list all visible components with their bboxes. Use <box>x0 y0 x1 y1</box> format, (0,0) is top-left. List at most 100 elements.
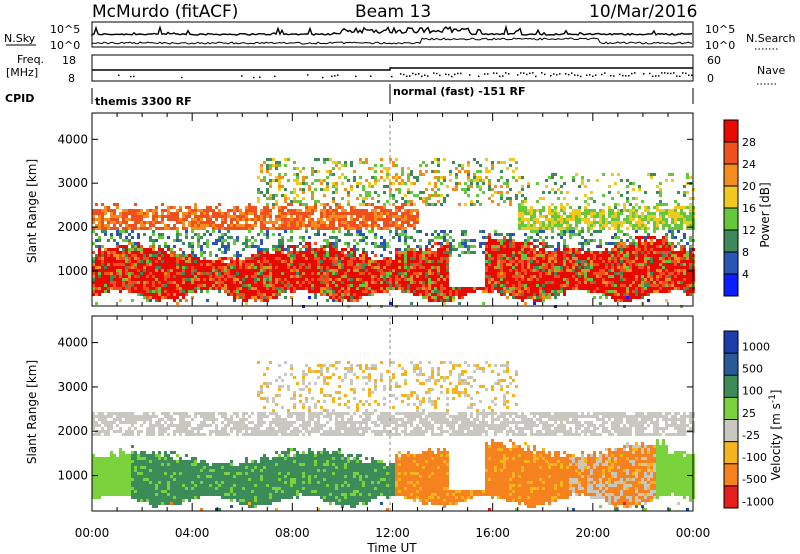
data-cell <box>272 263 275 266</box>
data-cell <box>653 245 656 248</box>
data-cell <box>284 257 287 260</box>
data-cell <box>203 221 206 224</box>
data-cell <box>332 281 335 284</box>
data-cell <box>257 248 260 251</box>
data-cell <box>506 287 509 290</box>
data-cell <box>533 254 536 257</box>
data-cell <box>389 158 392 161</box>
data-cell <box>446 248 449 251</box>
data-cell <box>620 284 623 287</box>
data-cell <box>251 266 254 269</box>
nave-dot <box>433 72 435 74</box>
data-cell <box>119 299 122 302</box>
data-cell <box>449 245 452 248</box>
data-cell <box>425 272 428 275</box>
data-cell <box>137 236 140 239</box>
data-cell <box>488 239 491 242</box>
data-cell <box>449 173 452 176</box>
data-cell <box>227 284 230 287</box>
data-cell <box>224 248 227 251</box>
data-cell <box>383 275 386 278</box>
data-cell <box>353 209 356 212</box>
nave-dot <box>526 73 528 76</box>
data-cell <box>218 263 221 266</box>
data-cell <box>494 185 497 188</box>
data-cell <box>242 299 245 302</box>
data-cell <box>509 200 512 203</box>
data-cell <box>419 281 422 284</box>
data-cell <box>587 287 590 290</box>
data-cell <box>197 257 200 260</box>
data-cell <box>404 242 407 245</box>
data-cell <box>593 215 596 218</box>
data-cell <box>308 281 311 284</box>
data-cell <box>383 260 386 263</box>
data-cell <box>161 266 164 269</box>
data-cell <box>401 284 404 287</box>
data-cell <box>458 242 461 245</box>
data-cell <box>413 290 416 293</box>
data-cell <box>602 218 605 221</box>
data-cell <box>398 191 401 194</box>
data-cell <box>512 269 515 272</box>
data-cell <box>383 257 386 260</box>
data-cell <box>398 239 401 242</box>
data-cell <box>539 281 542 284</box>
data-cell <box>143 257 146 260</box>
data-cell <box>290 221 293 224</box>
data-cell <box>263 161 266 164</box>
data-cell <box>257 263 260 266</box>
data-cell <box>155 299 158 302</box>
nave-dot <box>634 72 636 74</box>
data-cell <box>428 197 431 200</box>
data-cell <box>644 281 647 284</box>
data-cell <box>101 272 104 275</box>
data-cell <box>218 278 221 281</box>
data-cell <box>536 290 539 293</box>
data-cell <box>332 200 335 203</box>
data-cell <box>632 245 635 248</box>
data-cell <box>164 272 167 275</box>
data-cell <box>407 203 410 206</box>
data-cell <box>602 221 605 224</box>
data-cell <box>254 209 257 212</box>
data-cell <box>386 263 389 266</box>
data-cell <box>530 257 533 260</box>
data-cell <box>479 188 482 191</box>
data-cell <box>320 224 323 227</box>
data-cell <box>185 218 188 221</box>
data-cell <box>149 227 152 230</box>
data-cell <box>521 251 524 254</box>
data-cell <box>254 245 257 248</box>
data-cell <box>617 284 620 287</box>
data-cell <box>137 221 140 224</box>
data-cell <box>602 284 605 287</box>
data-cell <box>539 197 542 200</box>
data-cell <box>332 197 335 200</box>
data-cell <box>260 260 263 263</box>
data-cell <box>107 239 110 242</box>
data-cell <box>110 254 113 257</box>
data-cell <box>566 248 569 251</box>
data-cell <box>560 227 563 230</box>
data-cell <box>575 284 578 287</box>
data-cell <box>452 239 455 242</box>
data-cell <box>311 281 314 284</box>
data-cell <box>656 254 659 257</box>
data-cell <box>188 260 191 263</box>
data-cell <box>323 179 326 182</box>
data-cell <box>362 248 365 251</box>
data-cell <box>146 293 149 296</box>
data-cell <box>503 287 506 290</box>
data-cell <box>386 287 389 290</box>
data-cell <box>431 266 434 269</box>
data-cell <box>665 218 668 221</box>
data-cell <box>515 284 518 287</box>
data-cell <box>95 266 98 269</box>
data-cell <box>92 221 95 224</box>
data-cell <box>365 179 368 182</box>
data-cell <box>191 287 194 290</box>
data-cell <box>401 257 404 260</box>
data-cell <box>578 206 581 209</box>
data-cell <box>209 233 212 236</box>
